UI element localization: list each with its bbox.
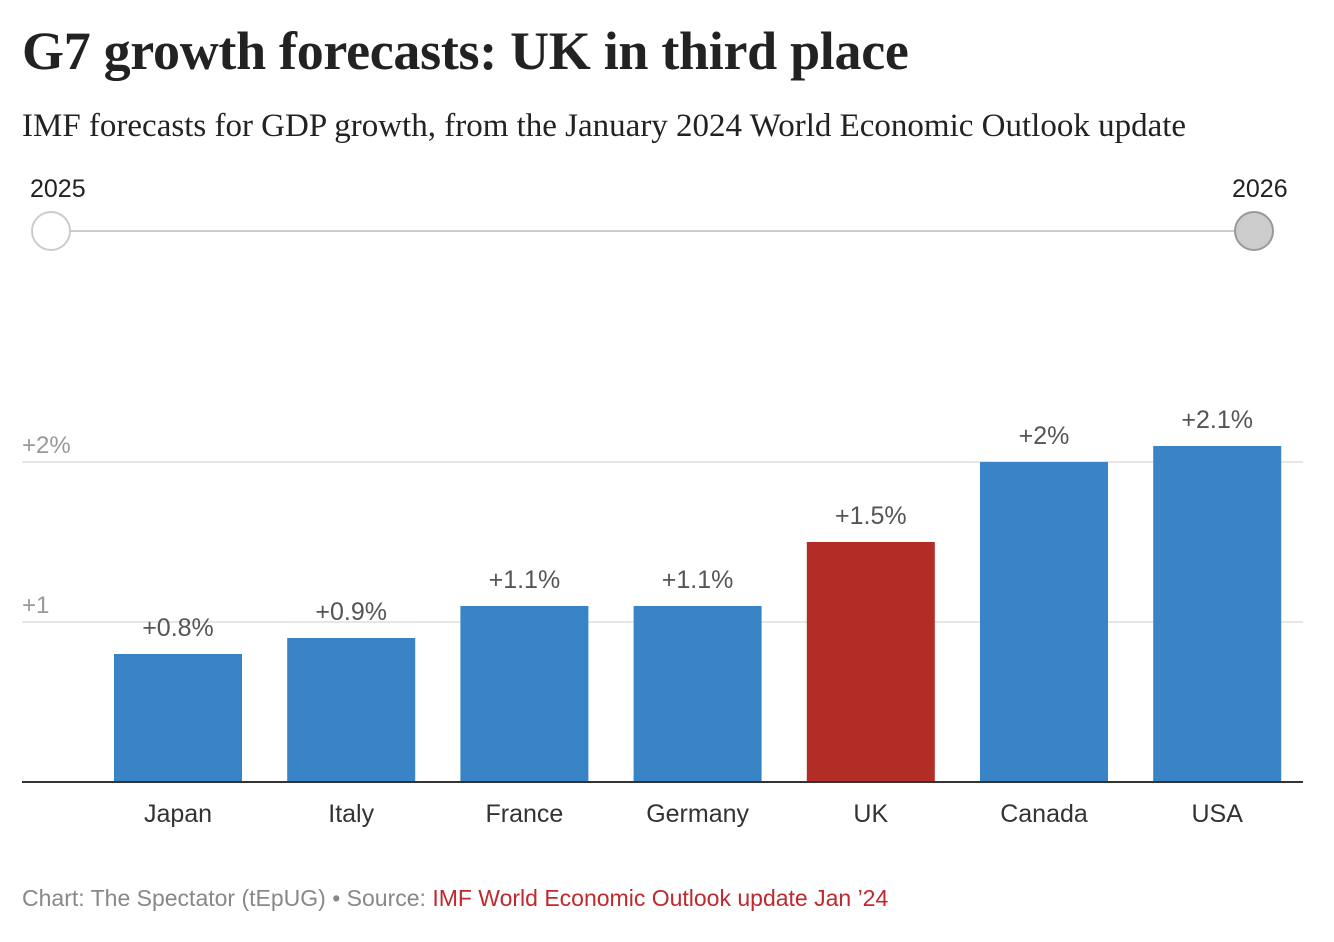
- year-slider-track[interactable]: [52, 230, 1255, 232]
- chart-subtitle: IMF forecasts for GDP growth, from the J…: [22, 108, 1187, 144]
- bar-italy: [287, 638, 416, 782]
- source-prefix: Source:: [346, 885, 433, 911]
- slider-handle-2026[interactable]: [1234, 211, 1274, 251]
- chart-title: G7 growth forecasts: UK in third place: [22, 21, 909, 81]
- source-link[interactable]: IMF World Economic Outlook update Jan ’2…: [432, 885, 889, 911]
- y-tick-label: +2%: [22, 432, 71, 459]
- data-label: +1.1%: [489, 566, 561, 594]
- data-label: +2%: [1019, 422, 1070, 450]
- slider-end-label: 2026: [1232, 175, 1288, 203]
- bar-uk: [806, 542, 935, 782]
- x-tick-label: Germany: [646, 800, 749, 828]
- x-tick-label: France: [485, 800, 563, 828]
- x-tick-label: USA: [1191, 800, 1243, 828]
- x-tick-label: Italy: [328, 800, 374, 828]
- chart-credit: Chart: The Spectator (tEpUG): [22, 885, 326, 911]
- data-label: +2.1%: [1181, 406, 1253, 434]
- slider-stop-2025[interactable]: [31, 211, 71, 251]
- bar-germany: [633, 606, 762, 782]
- data-label: +0.9%: [315, 598, 387, 626]
- bar-japan: [114, 654, 242, 782]
- y-tick-label: +1: [22, 592, 49, 619]
- slider-start-label: 2025: [30, 175, 86, 203]
- x-tick-label: Canada: [1000, 800, 1088, 828]
- data-label: +1.5%: [835, 502, 907, 530]
- bar-usa: [1153, 446, 1282, 782]
- data-label: +1.1%: [662, 566, 734, 594]
- x-tick-label: Japan: [144, 800, 212, 828]
- data-label: +0.8%: [142, 614, 214, 642]
- bar-chart: +1 +2% +0.8% Japan +0.9% Italy +1.1% France +1.1…: [22, 406, 1303, 828]
- chart-footer: Chart: The Spectator (tEpUG) • Source: I…: [22, 885, 888, 912]
- footer-separator: •: [325, 885, 347, 911]
- bar-france: [460, 606, 589, 782]
- x-tick-label: UK: [853, 800, 888, 828]
- bar-canada: [980, 462, 1108, 782]
